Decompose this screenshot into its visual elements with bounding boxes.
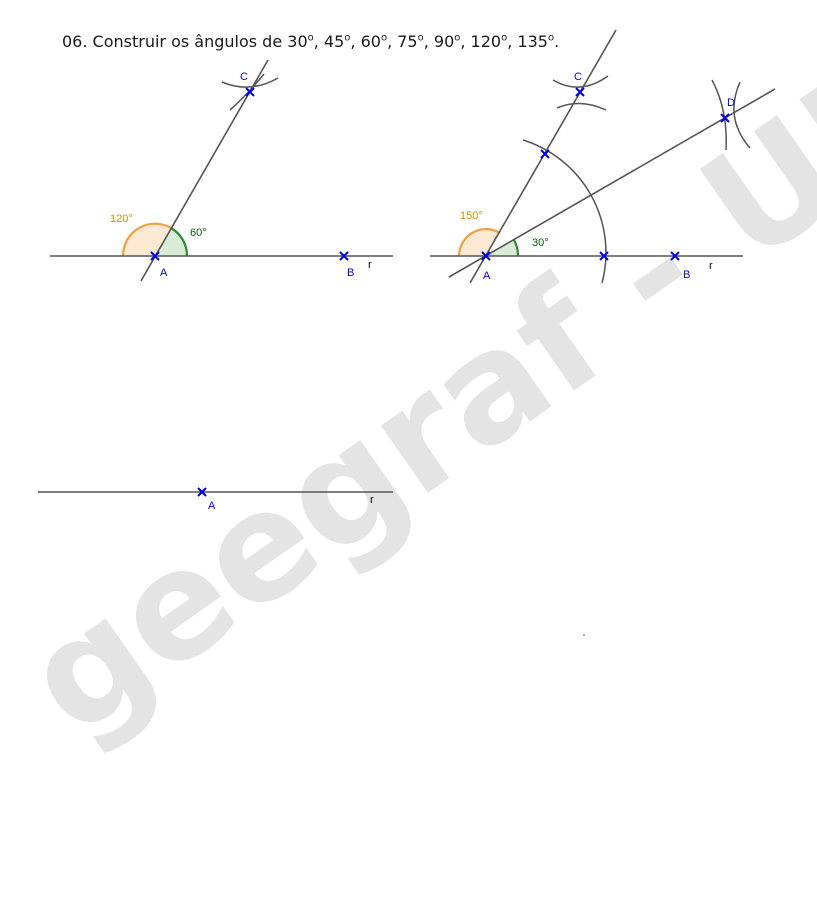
construction-arc [522,139,607,284]
angle-120-arc [121,222,172,257]
point-c-marker [245,87,255,97]
watermark: geegraf - UFPR [0,0,817,769]
label-d: D [727,97,735,109]
label-line-r: r [370,494,374,506]
point-a-marker [481,251,491,261]
title-prefix: 06. Construir os ângulos de 30 [62,32,308,51]
figure-30-150: A B C D r 150° 30° [430,29,776,284]
label-angle-150: 150° [460,210,483,222]
title-part-45: , 45 [313,32,345,51]
title-part-135: , 135 [507,32,548,51]
label-line-r: r [368,259,372,271]
degree-mark: o [547,32,555,44]
degree-mark: o [417,32,424,44]
compass-arc [556,102,607,111]
angle-150-arc [457,228,501,257]
title-part-75: , 75 [387,32,418,51]
title-suffix: . [554,32,560,51]
compass-arc [229,73,265,111]
degree-mark: o [454,32,461,44]
stray-dot [583,634,585,636]
label-angle-120: 120° [110,213,133,225]
angle-60-arc [170,227,189,257]
arc-intersection-marker [540,149,550,159]
label-b: B [683,269,690,281]
title-part-90: , 90 [423,32,455,51]
label-angle-30: 30° [532,237,549,249]
point-b-marker [670,251,680,261]
title-part-60: , 60 [350,32,381,51]
point-d-marker [720,113,730,123]
degree-mark: o [501,32,508,44]
compass-arc [552,75,609,88]
ray-ac [140,59,269,282]
point-a-marker [150,251,160,261]
degree-mark: o [380,32,388,44]
compass-arc [221,77,279,88]
exercise-title: 06. Construir os ângulos de 30o, 45o, 60… [62,32,559,51]
label-c: C [240,71,248,83]
figure-60-120: A B C r 120° 60° [50,59,393,282]
arc-intersection-marker [599,251,609,261]
point-c-marker [575,87,585,97]
point-b-marker [339,251,349,261]
degree-mark: o [344,32,351,44]
label-a: A [208,500,216,512]
title-part-120: , 120 [460,32,502,51]
label-a: A [483,270,491,282]
label-b: B [347,267,354,279]
label-angle-60: 60° [190,227,207,239]
figure-exercise: A r [38,487,393,512]
angle-30-sector [486,240,519,256]
compass-arc [711,79,727,151]
label-c: C [574,71,582,83]
point-a-marker [197,487,207,497]
label-a: A [160,267,168,279]
label-line-r: r [709,260,713,272]
degree-mark: o [307,32,314,44]
ray-ad [448,88,776,278]
compass-arc [733,81,751,149]
